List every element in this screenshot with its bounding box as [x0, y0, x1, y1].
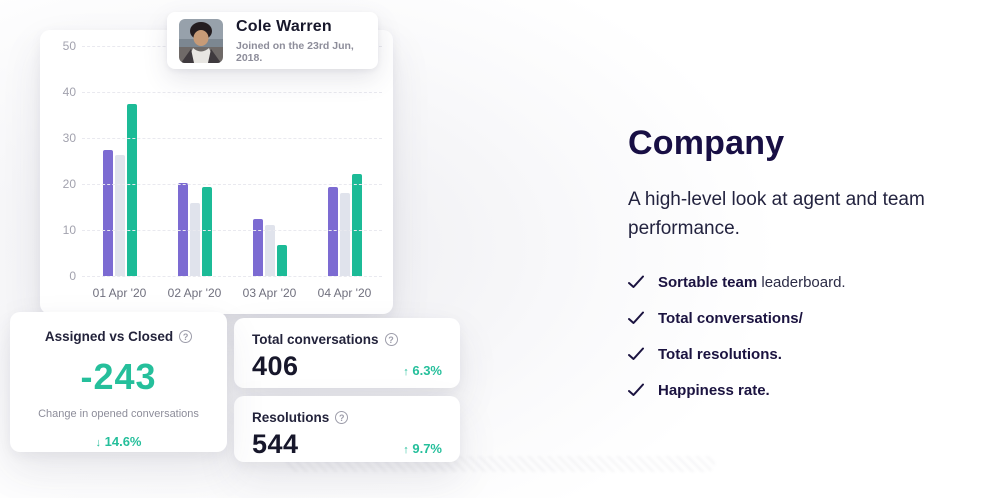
x-axis-labels: 01 Apr '20 02 Apr '20 03 Apr '20 04 Apr '20: [82, 286, 382, 300]
feature-item: Sortable team leaderboard.: [628, 274, 958, 291]
gridline: [82, 276, 382, 277]
checkmark-icon: [628, 275, 644, 289]
assigned-vs-closed-label: Assigned vs Closed: [44, 329, 174, 344]
section-heading: Company: [628, 124, 785, 162]
feature-item: Happiness rate.: [628, 382, 958, 399]
feature-text: Happiness rate.: [658, 382, 770, 399]
assigned-vs-closed-title: Assigned vs Closed ?: [44, 329, 193, 344]
user-meta: Cole Warren Joined on the 23rd Jun, 2018…: [236, 18, 366, 64]
y-tick-label: 10: [62, 223, 76, 237]
feature-text: Total conversations/: [658, 310, 803, 327]
avatar-photo-illustration: [179, 18, 223, 63]
user-name: Cole Warren: [236, 17, 332, 35]
bar-group-02 Apr '20: [177, 46, 212, 276]
bar-groups: [82, 46, 382, 276]
bar-neutral-4: [339, 193, 350, 276]
total-conversations-value: 406: [252, 351, 299, 381]
x-category-label: 04 Apr '20: [317, 286, 372, 300]
y-tick-label: 20: [62, 177, 76, 191]
bar-neutral-3: [264, 225, 275, 276]
bar-assigned-1: [102, 149, 113, 276]
feature-bold: Sortable team: [658, 273, 758, 291]
section-description: A high-level look at agent and team perf…: [628, 189, 925, 240]
checkmark-icon: [628, 383, 644, 397]
avatar: [179, 18, 223, 63]
bar-chart: 50 40 30 20 10 0: [63, 39, 382, 283]
feature-item: Total conversations/: [628, 310, 958, 327]
bar-closed-2: [201, 187, 212, 276]
assigned-vs-closed-caption: Change in opened conversations: [38, 408, 199, 420]
chart-card: 50 40 30 20 10 0 01 Apr '20 02 Apr '20 03 Apr '…: [40, 30, 393, 314]
feature-text: Total resolutions.: [658, 346, 782, 363]
info-icon[interactable]: ?: [384, 333, 398, 346]
checkmark-icon: [628, 311, 644, 325]
resolutions-title: Resolutions ?: [252, 410, 349, 425]
y-tick-label: 30: [62, 131, 76, 145]
bar-neutral-1: [114, 155, 125, 276]
feature-list: Sortable team leaderboard. Total convers…: [628, 274, 958, 399]
feature-rest: leaderboard.: [757, 273, 846, 291]
bar-group-01 Apr '20: [102, 46, 137, 276]
feature-text: Sortable team leaderboard.: [658, 274, 846, 291]
info-icon[interactable]: ?: [335, 411, 349, 424]
resolutions-value: 544: [252, 429, 299, 459]
feature-item: Total resolutions.: [628, 346, 958, 363]
assigned-vs-closed-delta-value: 14.6%: [104, 434, 142, 449]
total-conversations-card: Total conversations ? 406 ↑ 6.3%: [234, 318, 460, 388]
bar-assigned-3: [252, 219, 263, 276]
content-column: Company A high-level look at agent and t…: [628, 124, 958, 418]
arrow-up-icon: ↑: [403, 444, 409, 456]
x-category-label: 02 Apr '20: [167, 286, 222, 300]
total-conversations-delta-value: 6.3%: [412, 363, 442, 378]
bar-group-03 Apr '20: [252, 46, 287, 276]
arrow-down-icon: ↓: [95, 437, 102, 449]
bar-closed-3: [276, 245, 287, 276]
user-card: Cole Warren Joined on the 23rd Jun, 2018…: [167, 12, 378, 69]
checkmark-icon: [628, 347, 644, 361]
bar-neutral-2: [189, 202, 200, 276]
resolutions-delta: ↑ 9.7%: [403, 441, 442, 456]
assigned-vs-closed-value: -243: [80, 356, 157, 397]
gridline: [82, 184, 382, 185]
y-tick-label: 50: [62, 39, 76, 53]
resolutions-card: Resolutions ? 544 ↑ 9.7%: [234, 396, 460, 462]
total-conversations-row: 406 ↑ 6.3%: [252, 351, 442, 382]
total-conversations-delta: ↑ 6.3%: [403, 363, 442, 378]
bar-closed-4: [351, 173, 362, 276]
feature-bold: Happiness rate.: [658, 381, 770, 399]
user-joined-date: Joined on the 23rd Jun, 2018.: [236, 39, 354, 64]
total-conversations-title: Total conversations ?: [252, 332, 398, 347]
y-tick-label: 40: [62, 85, 76, 99]
arrow-up-icon: ↑: [403, 366, 409, 378]
gridline: [82, 230, 382, 231]
resolutions-delta-value: 9.7%: [412, 441, 442, 456]
feature-bold: Total conversations/: [658, 309, 803, 327]
x-category-label: 01 Apr '20: [92, 286, 147, 300]
x-category-label: 03 Apr '20: [242, 286, 297, 300]
y-tick-label: 0: [69, 269, 76, 283]
bar-closed-1: [126, 103, 137, 276]
info-icon[interactable]: ?: [179, 330, 193, 343]
assigned-vs-closed-delta: ↓ 14.6%: [10, 434, 227, 449]
bar-group-04 Apr '20: [327, 46, 362, 276]
feature-bold: Total resolutions.: [658, 345, 782, 363]
assigned-vs-closed-card: Assigned vs Closed ? -243 Change in open…: [10, 312, 227, 452]
gridline: [82, 92, 382, 93]
total-conversations-label: Total conversations: [252, 332, 379, 347]
gridline: [82, 138, 382, 139]
resolutions-label: Resolutions: [252, 410, 330, 425]
resolutions-row: 544 ↑ 9.7%: [252, 429, 442, 460]
bar-assigned-4: [327, 187, 338, 276]
